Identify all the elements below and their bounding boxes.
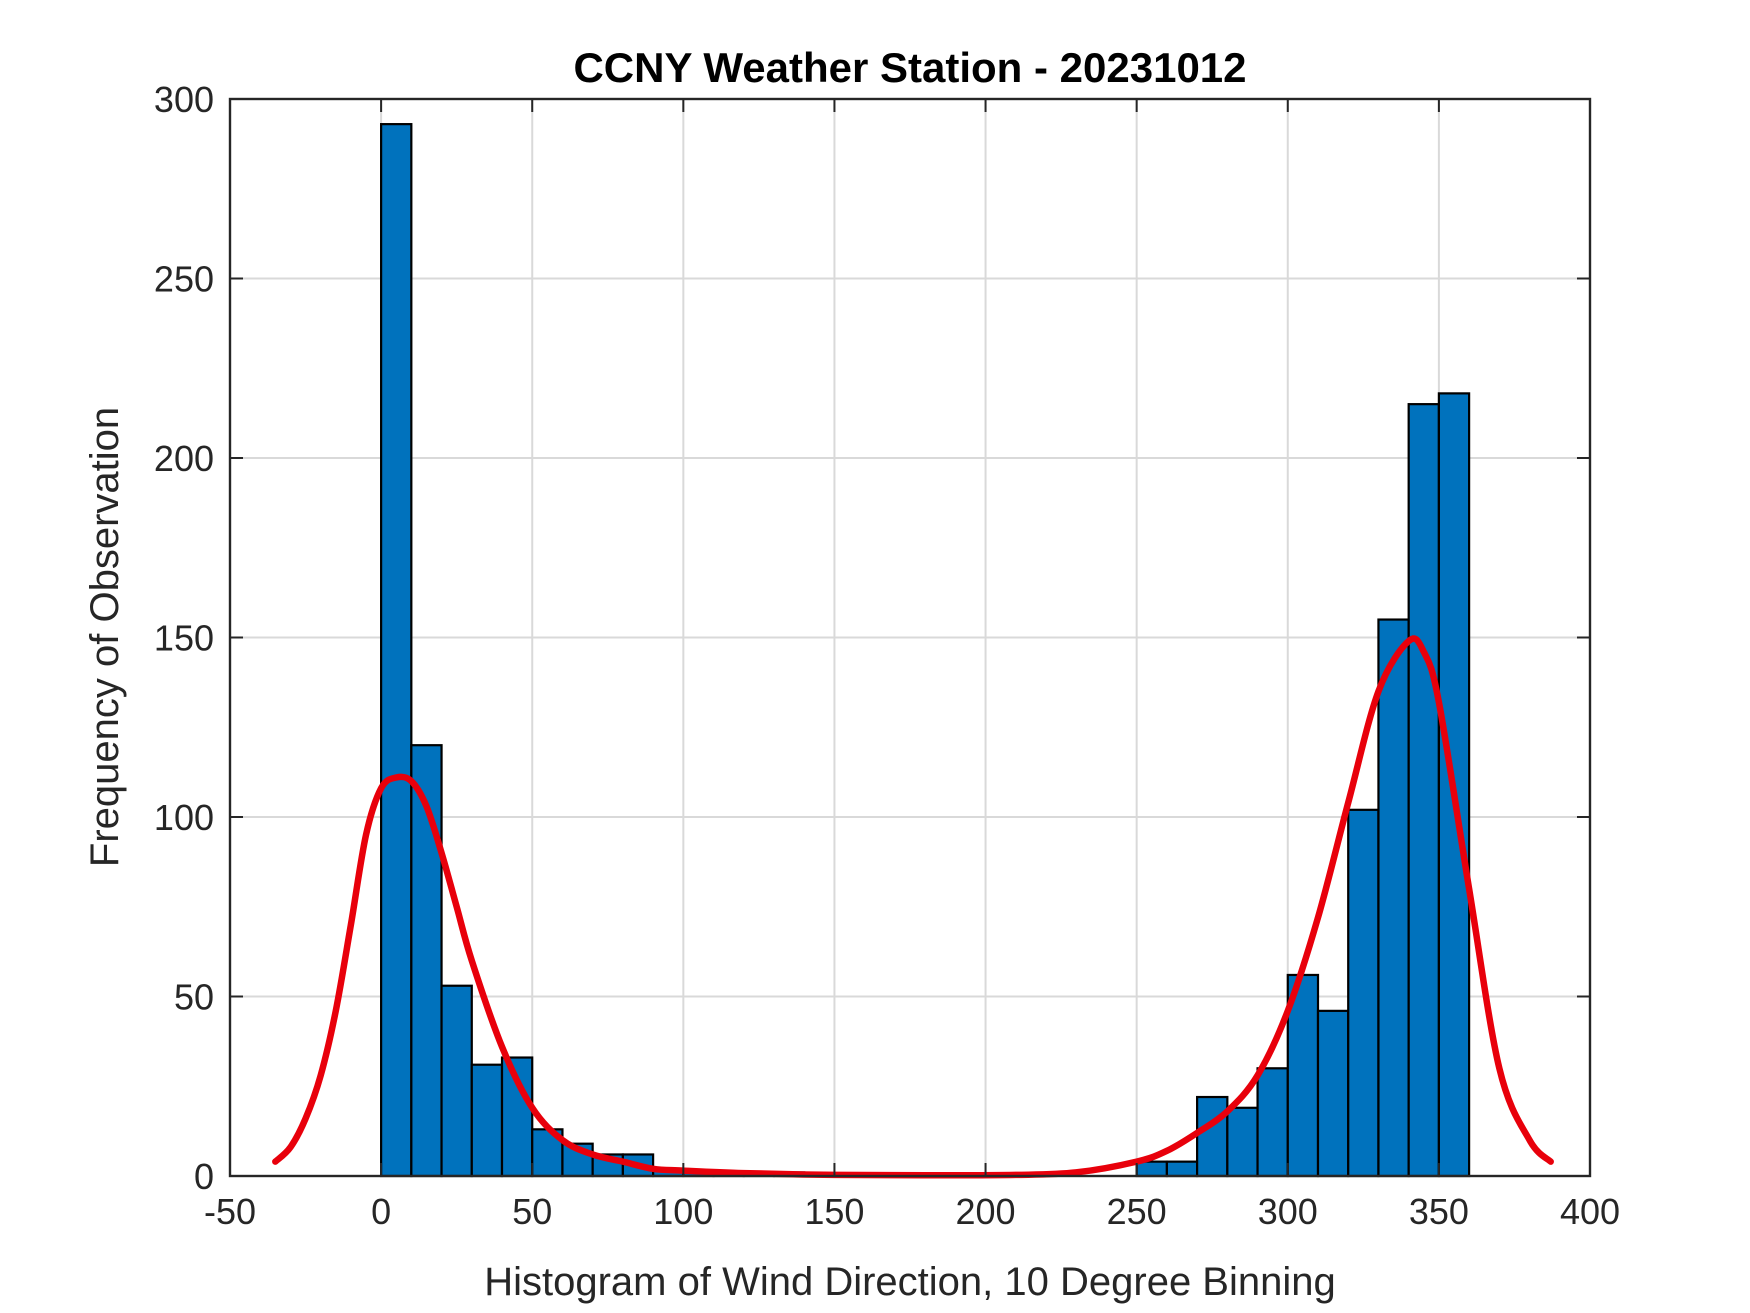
x-tick-label: 100 — [653, 1191, 713, 1232]
x-tick-label: 300 — [1258, 1191, 1318, 1232]
y-axis-label: Frequency of Observation — [83, 407, 127, 867]
x-tick-label: 200 — [956, 1191, 1016, 1232]
histogram-bar — [1316, 1009, 1350, 1178]
y-tick-label: 150 — [154, 618, 214, 659]
y-tick-label: 100 — [154, 797, 214, 838]
histogram-bar — [380, 123, 413, 1178]
histogram-bar — [1377, 618, 1410, 1178]
y-tick-label: 250 — [154, 259, 214, 300]
tick-labels: -50 0 50 100 150 200 250 300 350 4000501001502002… — [154, 79, 1620, 1232]
fit-curve-line — [272, 635, 1554, 1179]
histogram-bar — [470, 1063, 504, 1178]
x-axis-label: Histogram of Wind Direction, 10 Degree B… — [484, 1260, 1336, 1304]
histogram-bar — [1407, 403, 1440, 1178]
x-tick-label: 0 — [371, 1191, 391, 1232]
histogram-bar — [1286, 973, 1320, 1178]
histogram-bar — [1256, 1067, 1289, 1178]
histogram-bar — [410, 744, 443, 1178]
histogram-bar — [1196, 1095, 1229, 1178]
x-tick-label: 350 — [1409, 1191, 1469, 1232]
x-tick-label: -50 — [204, 1191, 256, 1232]
x-tick-label: 400 — [1560, 1191, 1620, 1232]
y-tick-label: 0 — [194, 1156, 214, 1197]
fit-curve-layer — [272, 635, 1554, 1179]
x-tick-label: 150 — [804, 1191, 864, 1232]
histogram-bars — [380, 123, 1471, 1178]
y-tick-label: 300 — [154, 79, 214, 120]
histogram-bar — [440, 984, 473, 1178]
y-tick-label: 200 — [154, 438, 214, 479]
histogram-bar — [1165, 1160, 1199, 1178]
histogram-bar — [1347, 808, 1380, 1178]
chart-title: CCNY Weather Station - 20231012 — [573, 44, 1246, 91]
x-tick-label: 250 — [1107, 1191, 1167, 1232]
axes — [228, 97, 1592, 1178]
histogram-bar — [1226, 1106, 1259, 1178]
y-tick-label: 50 — [174, 977, 214, 1018]
x-tick-label: 50 — [512, 1191, 552, 1232]
